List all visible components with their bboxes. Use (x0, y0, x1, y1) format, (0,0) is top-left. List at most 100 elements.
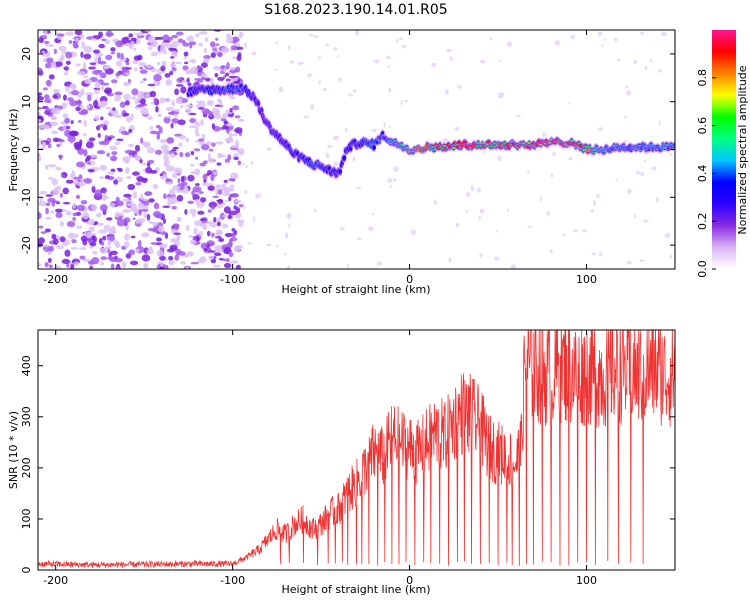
noise-speckle (539, 196, 543, 202)
noise-speckle (234, 115, 241, 119)
noise-speckle (206, 140, 212, 146)
noise-speckle (308, 34, 315, 37)
noise-speckle (172, 146, 179, 150)
colorbar-tick-label: 0.4 (696, 165, 709, 183)
noise-speckle (613, 37, 618, 42)
snr-x-axis-label: Height of straight line (km) (281, 583, 430, 596)
noise-speckle (275, 244, 279, 248)
noise-speckle (288, 223, 291, 228)
noise-speckle (224, 199, 229, 202)
noise-speckle (89, 62, 97, 65)
noise-speckle (121, 261, 127, 269)
noise-speckle (149, 90, 157, 98)
noise-speckle (95, 69, 103, 73)
noise-speckle (196, 100, 205, 104)
y-tick-label: 100 (20, 508, 33, 529)
noise-speckle (38, 143, 42, 146)
noise-speckle (55, 167, 62, 171)
noise-speckle (114, 211, 120, 218)
noise-speckle (290, 60, 295, 64)
noise-speckle (44, 98, 52, 104)
noise-speckle (510, 264, 516, 269)
noise-speckle (175, 61, 182, 65)
noise-speckle (217, 51, 223, 58)
noise-speckle (114, 114, 122, 119)
noise-speckle (195, 198, 200, 204)
noise-speckle (115, 72, 121, 77)
noise-speckle (644, 159, 647, 163)
noise-speckle (266, 147, 272, 151)
noise-speckle (78, 247, 87, 250)
noise-speckle (104, 134, 109, 142)
noise-speckle (71, 239, 77, 244)
noise-speckle (562, 232, 566, 236)
noise-speckle (170, 123, 174, 129)
noise-speckle (189, 239, 197, 245)
noise-speckle (215, 188, 219, 196)
noise-speckle (229, 66, 236, 71)
noise-speckle (207, 185, 215, 191)
noise-speckle (51, 116, 58, 121)
noise-speckle (96, 125, 101, 131)
noise-speckle (121, 36, 129, 45)
noise-speckle (111, 79, 118, 84)
noise-speckle (187, 174, 195, 182)
noise-speckle (287, 45, 291, 50)
noise-speckle (175, 97, 183, 103)
ridge-core (372, 145, 376, 150)
noise-speckle (198, 230, 204, 237)
noise-speckle (176, 234, 181, 241)
noise-speckle (134, 153, 140, 161)
noise-speckle (171, 117, 179, 124)
noise-speckle (157, 113, 162, 118)
noise-speckle (65, 179, 74, 184)
noise-speckle (595, 193, 600, 199)
noise-speckle (44, 216, 52, 220)
noise-speckle (203, 222, 207, 229)
noise-speckle (119, 126, 126, 132)
noise-speckle (185, 224, 190, 232)
noise-speckle (144, 141, 151, 147)
noise-speckle (570, 34, 576, 40)
noise-speckle (549, 249, 553, 254)
noise-speckle (105, 54, 113, 61)
noise-speckle (222, 258, 226, 262)
noise-speckle (237, 148, 245, 156)
noise-speckle (153, 97, 157, 104)
noise-speckle (344, 127, 348, 133)
noise-speckle (225, 72, 230, 77)
noise-speckle (100, 256, 107, 261)
noise-speckle (38, 119, 42, 123)
x-tick-label: 100 (576, 273, 597, 286)
noise-speckle (355, 186, 362, 190)
noise-speckle (554, 40, 561, 46)
noise-speckle (224, 158, 230, 163)
noise-speckle (122, 81, 131, 87)
noise-speckle (287, 265, 291, 269)
noise-speckle (47, 257, 52, 263)
noise-speckle (119, 101, 126, 108)
noise-speckle (226, 62, 230, 70)
noise-speckle (135, 32, 144, 37)
noise-speckle (243, 44, 247, 48)
noise-speckle (152, 183, 159, 190)
noise-speckle (105, 245, 112, 250)
noise-speckle (51, 233, 57, 240)
noise-speckle (235, 66, 241, 73)
noise-speckle (74, 233, 79, 238)
noise-speckle (214, 72, 219, 78)
noise-speckle (133, 47, 137, 51)
noise-speckle (368, 226, 374, 232)
noise-speckle (52, 188, 60, 196)
noise-speckle (179, 135, 187, 140)
noise-speckle (389, 184, 393, 188)
noise-speckle (77, 204, 86, 212)
noise-speckle (203, 54, 211, 60)
snr-panel: -200 -100 0 100 0 100 200 300 400 Height of stra… (7, 329, 676, 596)
noise-speckle (62, 201, 71, 205)
noise-speckle (644, 65, 648, 70)
noise-speckle (373, 59, 380, 64)
noise-speckle (207, 220, 214, 225)
noise-speckle (190, 261, 199, 265)
x-tick-label: -200 (43, 574, 68, 587)
